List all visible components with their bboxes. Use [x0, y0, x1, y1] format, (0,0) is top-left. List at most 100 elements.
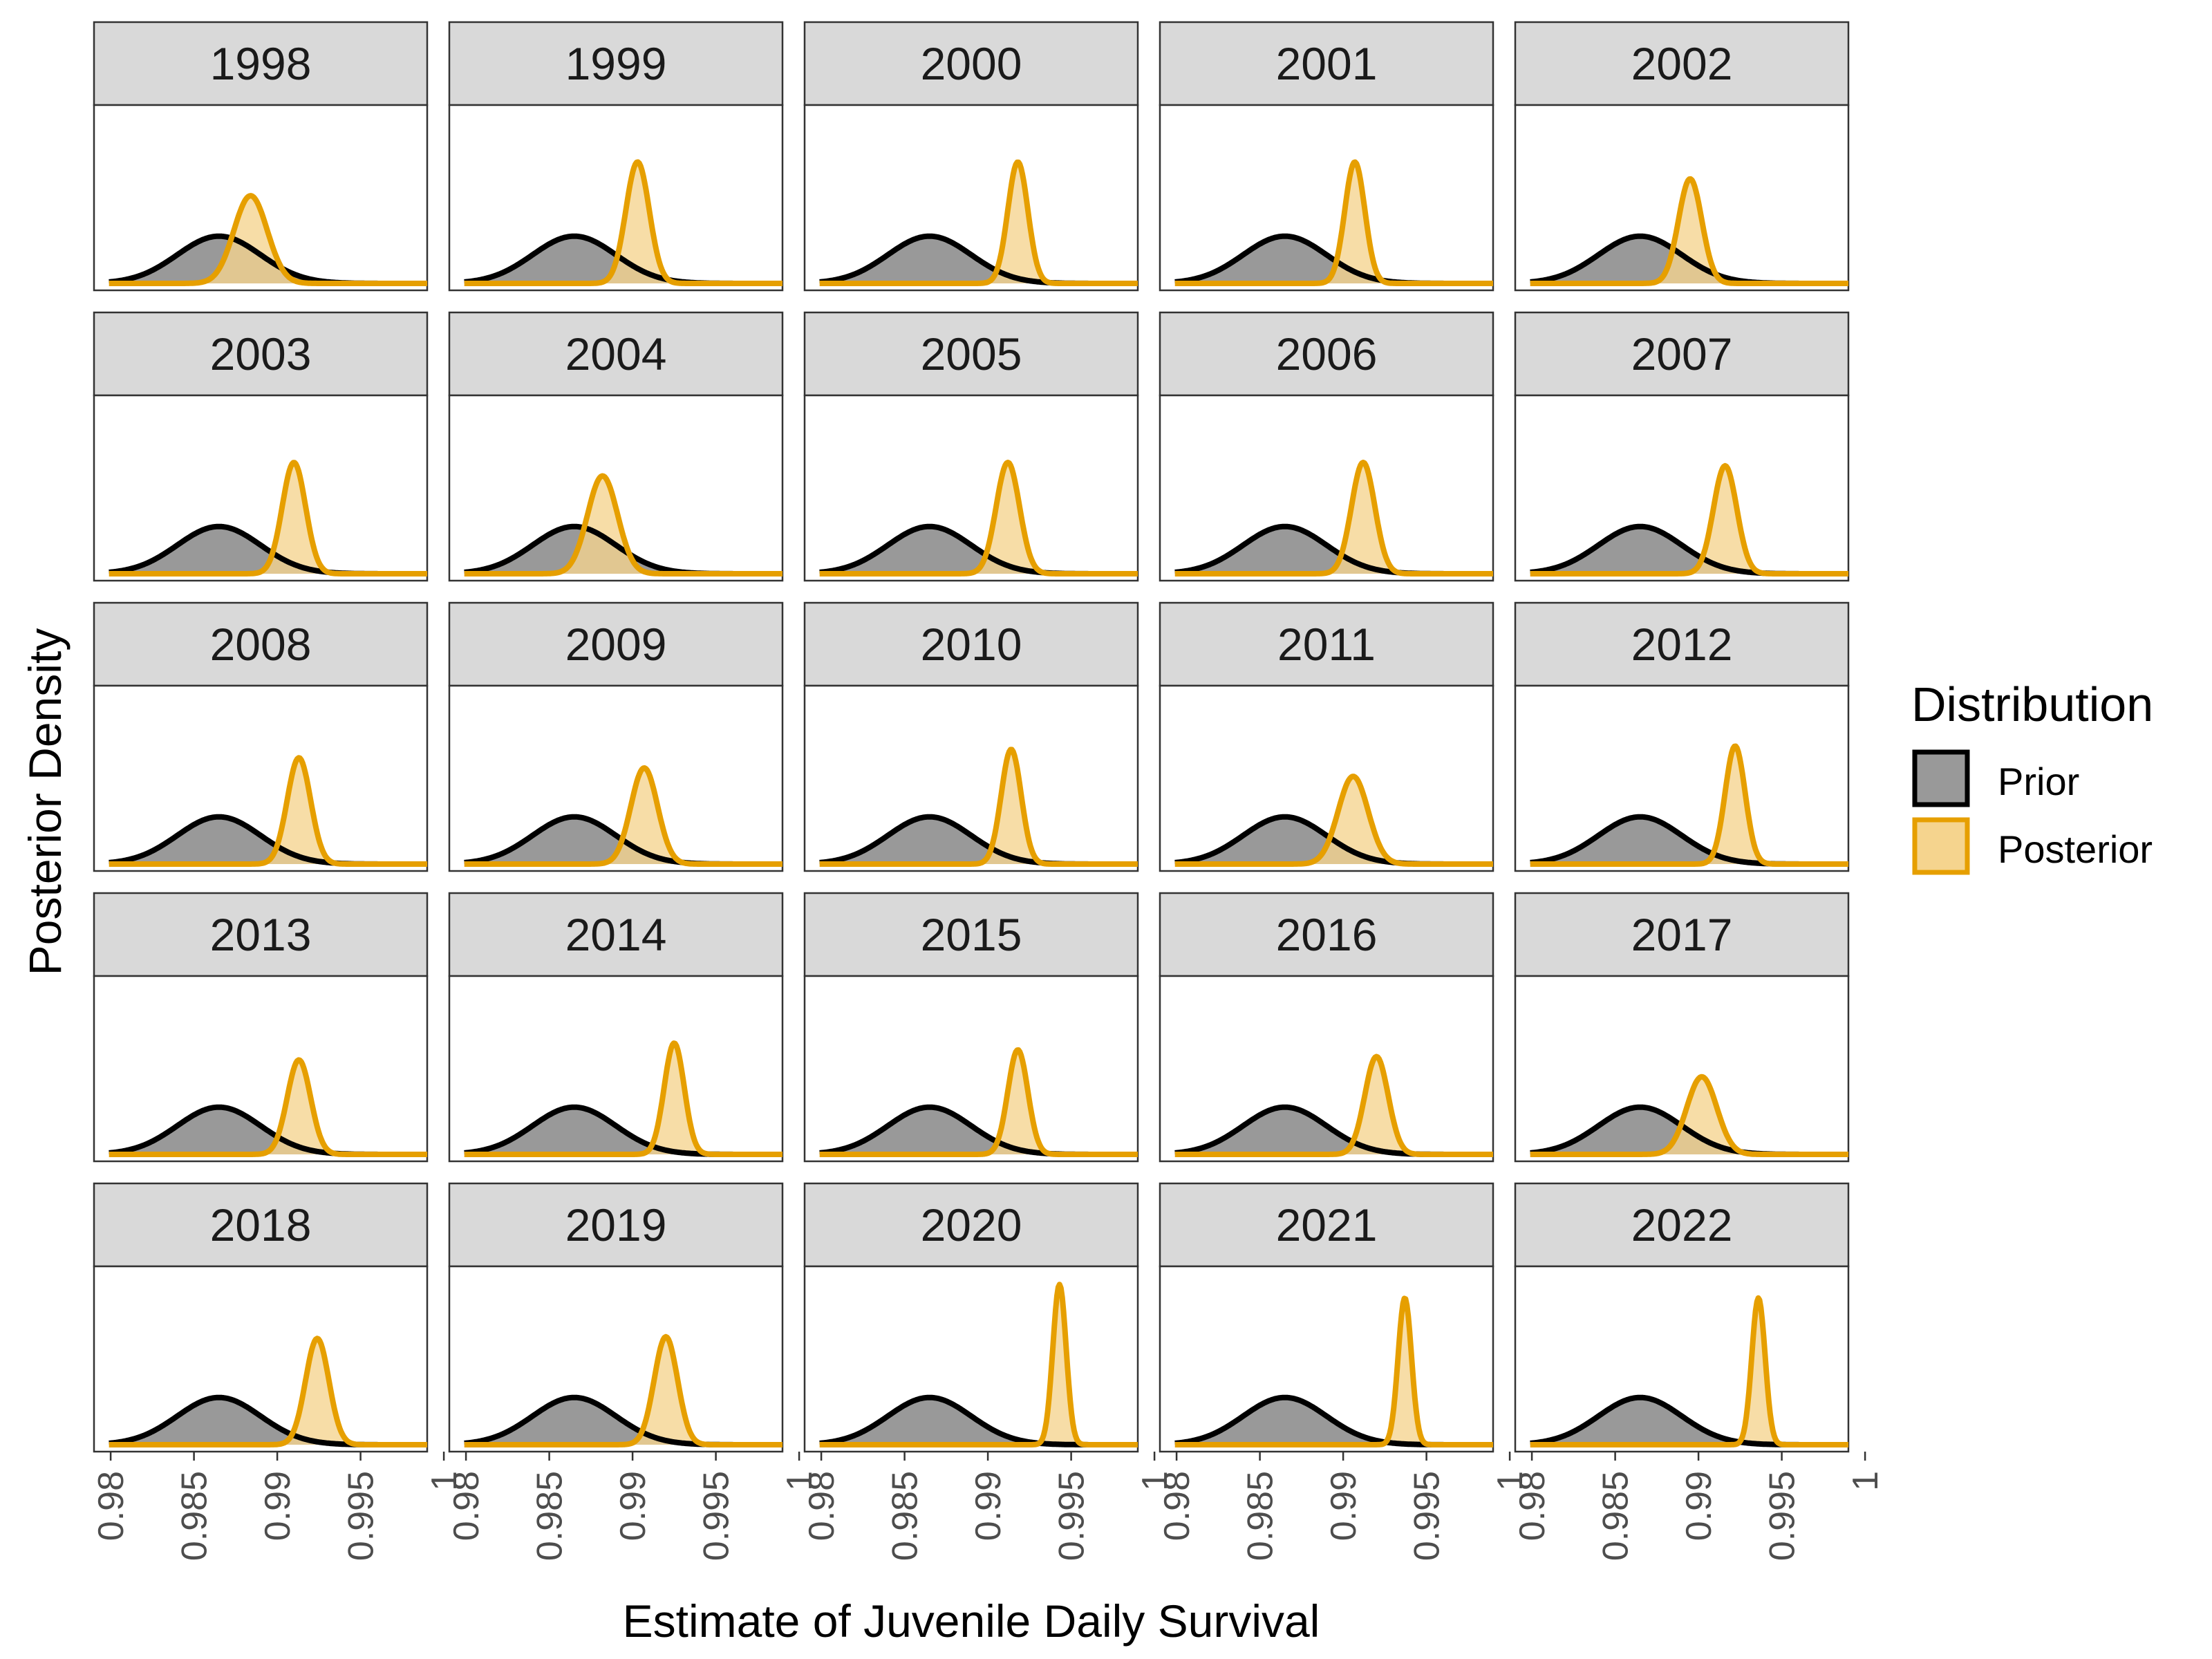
facet-panel-2008: 2008: [93, 601, 429, 872]
facet-strip-label: 2022: [1631, 1199, 1733, 1250]
x-tick-label: 1: [780, 1471, 820, 1491]
facet-strip: [1159, 1182, 1494, 1268]
facet-strip-label: 2008: [210, 619, 312, 670]
facet-strip: [93, 1182, 429, 1268]
facet-strip-label: 2010: [921, 619, 1022, 670]
posterior-density-line: [818, 460, 1140, 577]
x-tick-label: 0.995: [697, 1471, 737, 1561]
facet-panel-2021: 2021: [1159, 1182, 1495, 1453]
x-axis-2021: 0.98 0.985 0.99 0.995 1: [1157, 1452, 1530, 1561]
facet-strip-label: 2006: [1276, 328, 1378, 379]
x-tick-label: 0.995: [1052, 1471, 1092, 1561]
facet-panel-2016: 2016: [1159, 892, 1495, 1163]
posterior-density-line: [1173, 774, 1495, 867]
facet-strip: [448, 1182, 784, 1268]
facet-strip: [803, 1182, 1139, 1268]
x-tick-label: 0.995: [1407, 1471, 1447, 1561]
posterior-density-area: [464, 768, 782, 864]
facet-strip-label: 2021: [1276, 1199, 1378, 1250]
x-axis-layer: 0.98 0.985 0.99 0.995 10.98 0.985 0.99 0.995 10.…: [91, 1452, 1886, 1561]
facet-strip: [1514, 601, 1850, 687]
facet-panel-2011: 2011: [1159, 601, 1495, 872]
legend-key-posterior: [1912, 817, 1970, 875]
facet-strip-label: 2003: [210, 328, 312, 379]
facet-strip-label: 1999: [565, 38, 667, 89]
x-axis-2020: 0.98 0.985 0.99 0.995 1: [802, 1452, 1175, 1561]
facet-strip-label: 2012: [1631, 619, 1733, 670]
facet-panel-2020: 2020: [803, 1182, 1140, 1453]
legend-title: Distribution: [1911, 677, 2153, 731]
posterior-density-area: [464, 476, 782, 574]
posterior-density-line: [462, 159, 785, 286]
legend-label-prior: Prior: [1998, 760, 2079, 803]
x-tick-label: 0.98: [1512, 1471, 1553, 1541]
facet-strip-label: 2009: [565, 619, 667, 670]
facet-strip: [448, 21, 784, 106]
x-tick-label: 0.985: [530, 1471, 570, 1561]
x-tick-label: 1: [1135, 1471, 1175, 1491]
facet-strip-label: 2015: [921, 909, 1022, 960]
facet-panel-2004: 2004: [448, 311, 785, 582]
facet-panel-2018: 2018: [93, 1182, 429, 1453]
facet-panel-2015: 2015: [803, 892, 1140, 1163]
legend-key-prior: [1912, 749, 1970, 807]
x-tick-label: 0.99: [1679, 1471, 1719, 1541]
x-tick-label: 0.995: [341, 1471, 382, 1561]
facet-panel-2017: 2017: [1514, 892, 1850, 1163]
posterior-density-line: [818, 747, 1140, 867]
posterior-density-line: [1173, 1053, 1495, 1157]
facet-strip: [1514, 311, 1850, 397]
facet-panel-2019: 2019: [448, 1182, 785, 1453]
facet-strip-label: 2000: [921, 38, 1022, 89]
x-tick-label: 0.985: [175, 1471, 215, 1561]
posterior-density-area: [1174, 776, 1493, 864]
facet-panel-2000: 2000: [803, 21, 1140, 292]
x-tick-label: 0.98: [802, 1471, 842, 1541]
facet-panel-1998: 1998: [93, 21, 429, 292]
x-tick-label: 0.99: [613, 1471, 653, 1541]
facet-strip-label: 2002: [1631, 38, 1733, 89]
facet-panel-2010: 2010: [803, 601, 1140, 872]
facet-strip: [803, 892, 1139, 977]
x-axis-2019: 0.98 0.985 0.99 0.995 1: [447, 1452, 820, 1561]
posterior-density-line: [1173, 1295, 1495, 1447]
facet-strip: [448, 601, 784, 687]
posterior-density-line: [1528, 1295, 1850, 1447]
facet-panel-2007: 2007: [1514, 311, 1850, 582]
posterior-density-line: [107, 460, 429, 577]
facet-strip-label: 2004: [565, 328, 667, 379]
facet-strip-label: 2017: [1631, 909, 1733, 960]
x-tick-label: 0.99: [258, 1471, 298, 1541]
facet-strip-label: 2020: [921, 1199, 1022, 1250]
x-axis-2018: 0.98 0.985 0.99 0.995 1: [91, 1452, 465, 1561]
posterior-density-area: [1530, 178, 1848, 283]
x-tick-label: 1: [1490, 1471, 1530, 1491]
x-tick-label: 1: [424, 1471, 465, 1491]
facet-strip: [1159, 892, 1494, 977]
facet-panel-2009: 2009: [448, 601, 785, 872]
facet-panel-2014: 2014: [448, 892, 785, 1163]
legend: Distribution Prior Posterior: [1911, 677, 2153, 875]
x-tick-label: 0.98: [1157, 1471, 1197, 1541]
posterior-density-line: [107, 1335, 429, 1447]
x-tick-label: 0.985: [1596, 1471, 1636, 1561]
x-tick-label: 0.995: [1763, 1471, 1803, 1561]
x-tick-label: 0.985: [1241, 1471, 1281, 1561]
posterior-density-line: [1528, 1074, 1850, 1157]
x-axis-2022: 0.98 0.985 0.99 0.995 1: [1512, 1452, 1886, 1561]
facet-strip-label: 2011: [1277, 619, 1376, 670]
posterior-density-line: [818, 1047, 1140, 1157]
posterior-density-area: [1530, 1076, 1848, 1154]
facet-strip: [803, 311, 1139, 397]
facet-strip: [1514, 892, 1850, 977]
posterior-density-line: [1173, 460, 1495, 577]
facet-panel-2006: 2006: [1159, 311, 1495, 582]
facet-strip-label: 1998: [210, 38, 312, 89]
facet-strip: [93, 892, 429, 977]
facet-strip-label: 2013: [210, 909, 312, 960]
facet-strip: [93, 21, 429, 106]
posterior-density-line: [462, 473, 785, 577]
posterior-density-line: [107, 755, 429, 867]
posterior-density-line: [1173, 159, 1495, 286]
